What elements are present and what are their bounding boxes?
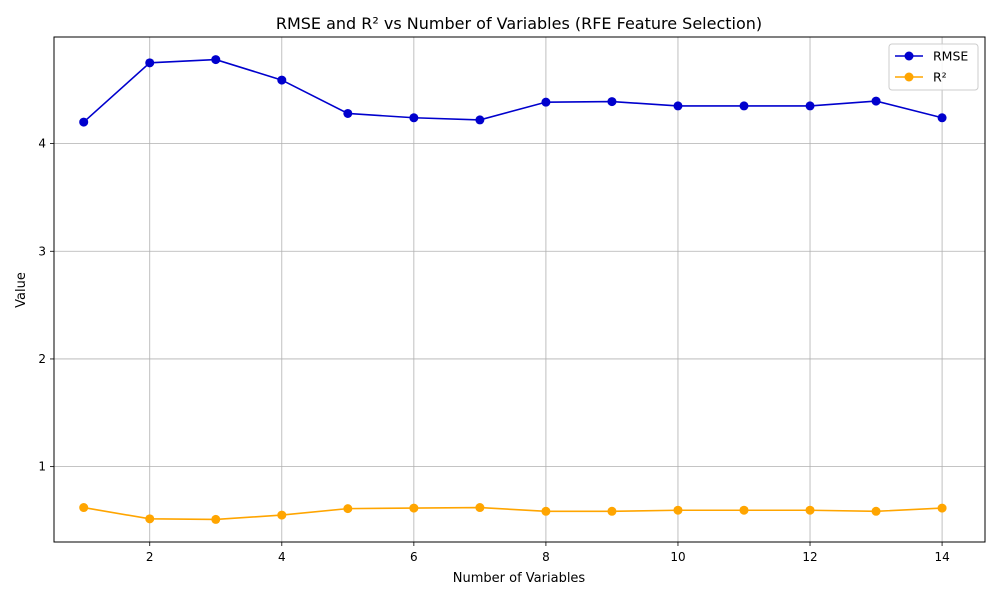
x-axis: 2 4 6 8 10 12 14 [146,542,950,564]
series-r2-point [79,503,89,513]
y-tick-label: 1 [38,460,46,474]
series-rmse-point [937,113,947,123]
series-r2-point [871,506,881,516]
legend-rmse-marker [904,51,914,61]
chart-title: RMSE and R² vs Number of Variables (RFE … [276,14,762,33]
series-r2-point [937,503,947,513]
x-tick-label: 12 [802,550,817,564]
series-r2-point [541,506,551,516]
series-rmse-point [79,117,89,127]
series-r2-point [211,514,221,524]
y-tick-label: 4 [38,137,46,151]
series-r2-point [673,505,683,515]
series-r2-point [277,510,287,520]
x-tick-label: 8 [542,550,550,564]
series-rmse-point [409,113,419,123]
series-layer [79,55,947,524]
series-rmse [79,55,947,127]
x-tick-label: 14 [934,550,949,564]
series-rmse-point [475,115,485,125]
series-rmse-point [871,96,881,106]
series-r2-line [83,506,943,521]
plot-frame [53,36,986,543]
series-r2-point [409,503,419,513]
series-r2-point [805,505,815,515]
series-rmse-point [211,55,221,65]
series-rmse-point [145,58,155,68]
series-r2-point [475,503,485,513]
series-r2-point [343,504,353,514]
series-rmse-point [277,75,287,85]
series-r2-point [739,505,749,515]
series-rmse-point [739,101,749,111]
series-rmse-line [83,58,943,123]
series-rmse-point [607,97,617,107]
legend-r2-label: R² [933,70,947,85]
y-tick-label: 3 [38,244,46,258]
legend: RMSE R² [888,43,979,91]
series-r2 [79,503,947,524]
y-axis: 1 2 3 4 [38,137,54,474]
series-r2-point [145,514,155,524]
legend-r2-marker [904,72,914,82]
y-axis-label: Value [14,272,29,308]
series-r2-point [607,506,617,516]
x-tick-label: 10 [670,550,685,564]
series-rmse-point [541,97,551,107]
series-rmse-point [343,108,353,118]
series-rmse-point [673,101,683,111]
series-rmse-point [805,101,815,111]
y-tick-label: 2 [38,352,46,366]
x-tick-label: 6 [410,550,418,564]
x-tick-label: 4 [278,550,286,564]
x-tick-label: 2 [146,550,154,564]
legend-rmse-label: RMSE [933,49,968,64]
x-axis-label: Number of Variables [453,571,586,586]
